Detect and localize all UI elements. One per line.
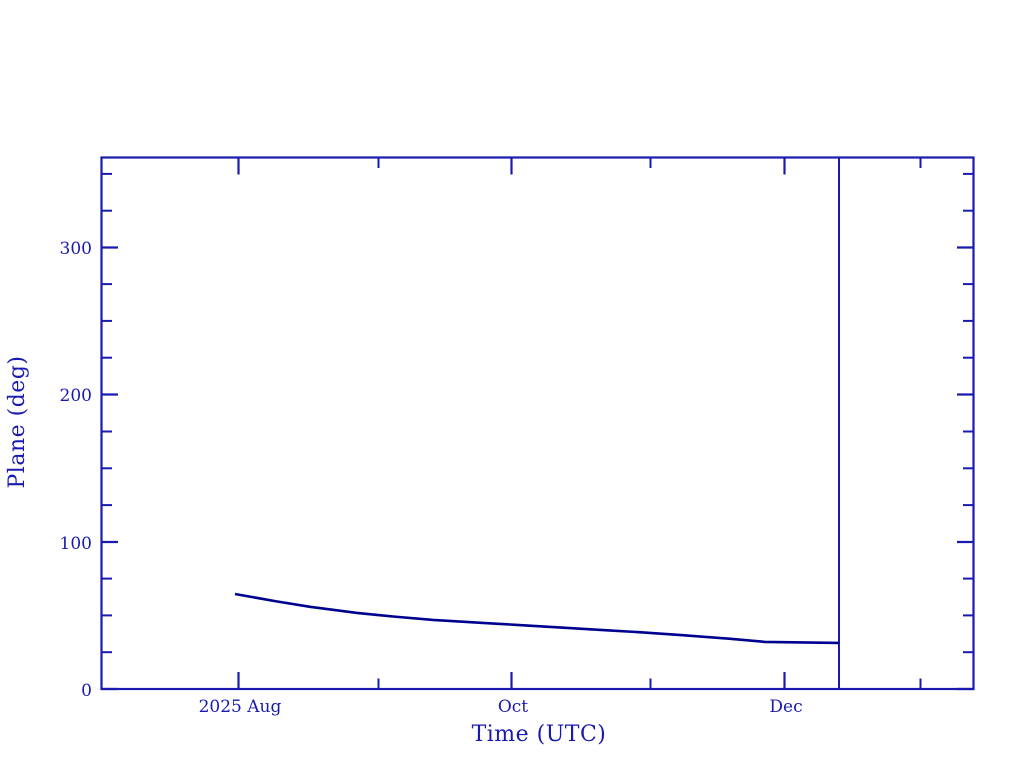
x-axis-tick-labels: 2025 Aug Oct Dec (199, 697, 803, 717)
right-axis-major-ticks (957, 246, 974, 691)
plane-data-curve (234, 592, 840, 645)
x-axis-minor-ticks-bottom (377, 678, 922, 689)
y-axis-title: Plane (deg) (5, 356, 30, 489)
x-axis-minor-ticks-top (377, 157, 922, 168)
x-axis-major-ticks-bottom (237, 672, 786, 689)
y-axis-major-ticks (101, 246, 118, 691)
y-tick-label: 0 (81, 681, 92, 701)
x-axis-title: Time (UTC) (472, 722, 607, 747)
x-axis-major-ticks-top (237, 157, 786, 175)
y-axis-tick-labels: 300 200 100 0 (60, 239, 92, 701)
y-tick-label: 300 (60, 239, 92, 259)
right-axis-minor-ticks (963, 172, 974, 654)
y-tick-label: 200 (60, 386, 92, 406)
x-tick-label: Oct (498, 697, 528, 717)
x-tick-label: Dec (769, 697, 802, 717)
plot-frame (100, 156, 975, 691)
y-axis-minor-ticks (101, 172, 112, 654)
x-tick-label: 2025 Aug (199, 697, 282, 717)
y-tick-label: 100 (60, 534, 92, 554)
